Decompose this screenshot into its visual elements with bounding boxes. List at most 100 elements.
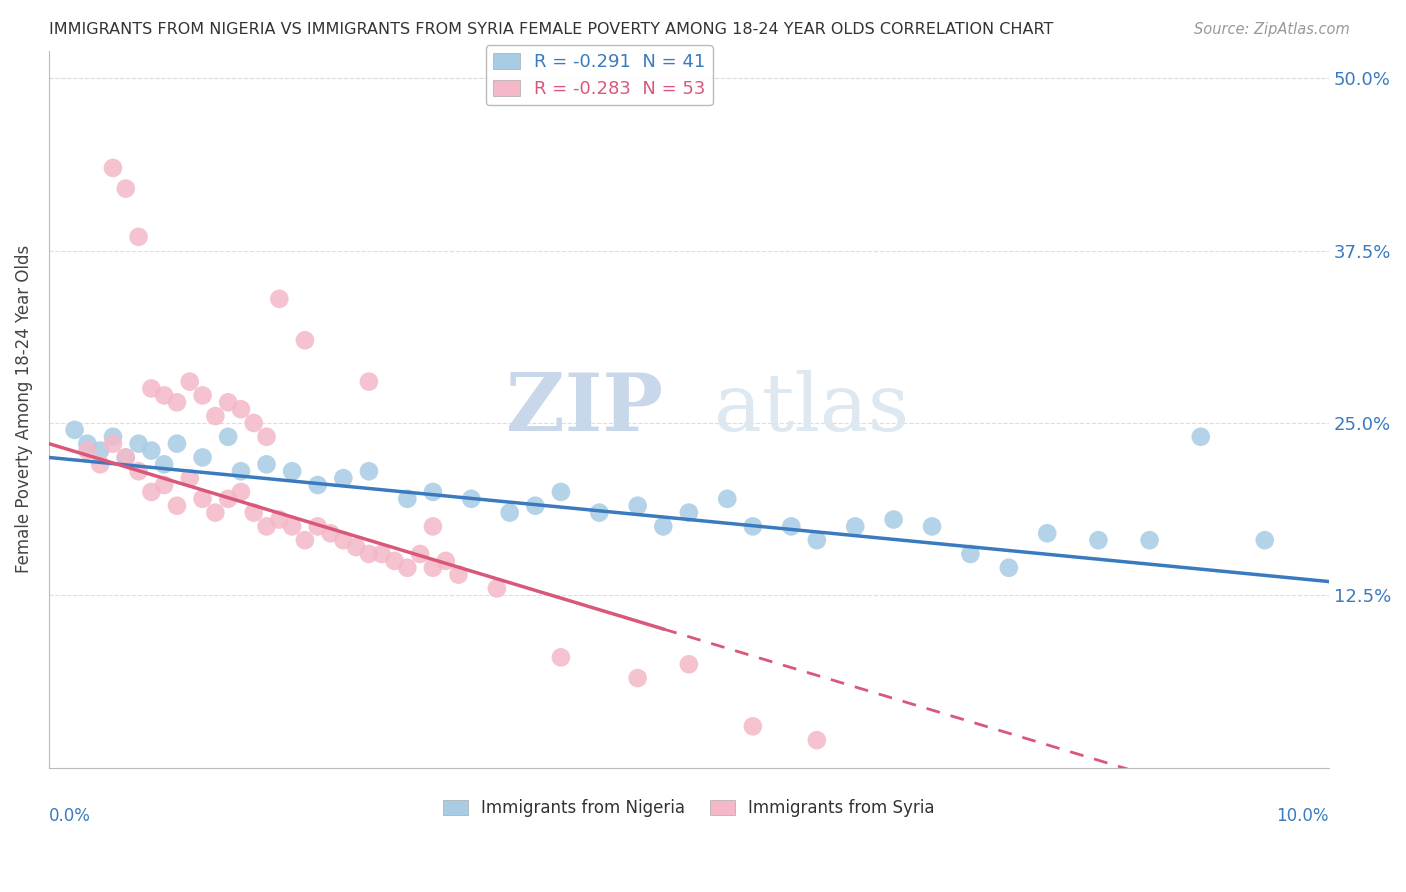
Point bbox=[204, 506, 226, 520]
Point bbox=[217, 491, 239, 506]
Point bbox=[524, 499, 547, 513]
Point bbox=[409, 547, 432, 561]
Point bbox=[422, 484, 444, 499]
Text: ZIP: ZIP bbox=[506, 370, 664, 448]
Point bbox=[63, 423, 86, 437]
Point bbox=[114, 181, 136, 195]
Point bbox=[191, 388, 214, 402]
Point bbox=[229, 484, 252, 499]
Point bbox=[166, 395, 188, 409]
Point bbox=[166, 436, 188, 450]
Point bbox=[1254, 533, 1277, 548]
Point bbox=[204, 409, 226, 423]
Point bbox=[229, 464, 252, 478]
Point bbox=[269, 512, 291, 526]
Point bbox=[627, 671, 650, 685]
Point bbox=[153, 458, 176, 472]
Point bbox=[1036, 526, 1059, 541]
Point bbox=[141, 443, 163, 458]
Point bbox=[179, 471, 201, 485]
Point bbox=[1139, 533, 1161, 548]
Point bbox=[422, 519, 444, 533]
Point bbox=[434, 554, 457, 568]
Point bbox=[921, 519, 943, 533]
Point bbox=[806, 533, 828, 548]
Text: 10.0%: 10.0% bbox=[1277, 807, 1329, 825]
Point bbox=[256, 458, 278, 472]
Point bbox=[384, 554, 406, 568]
Point bbox=[678, 506, 700, 520]
Point bbox=[550, 650, 572, 665]
Point bbox=[652, 519, 675, 533]
Legend: Immigrants from Nigeria, Immigrants from Syria: Immigrants from Nigeria, Immigrants from… bbox=[436, 793, 942, 824]
Point bbox=[357, 547, 380, 561]
Point bbox=[256, 430, 278, 444]
Point bbox=[242, 416, 264, 430]
Point bbox=[191, 491, 214, 506]
Point bbox=[370, 547, 392, 561]
Point bbox=[76, 436, 98, 450]
Point bbox=[229, 402, 252, 417]
Point bbox=[959, 547, 981, 561]
Point bbox=[217, 395, 239, 409]
Y-axis label: Female Poverty Among 18-24 Year Olds: Female Poverty Among 18-24 Year Olds bbox=[15, 245, 32, 574]
Point bbox=[114, 450, 136, 465]
Point bbox=[1087, 533, 1109, 548]
Point bbox=[741, 719, 763, 733]
Point bbox=[806, 733, 828, 747]
Point bbox=[76, 443, 98, 458]
Point bbox=[844, 519, 866, 533]
Point bbox=[627, 499, 650, 513]
Point bbox=[550, 484, 572, 499]
Point bbox=[780, 519, 803, 533]
Point bbox=[396, 561, 419, 575]
Point bbox=[153, 388, 176, 402]
Point bbox=[242, 506, 264, 520]
Point bbox=[128, 230, 150, 244]
Point bbox=[883, 512, 905, 526]
Point bbox=[128, 436, 150, 450]
Point bbox=[741, 519, 763, 533]
Point bbox=[307, 519, 329, 533]
Point bbox=[447, 567, 470, 582]
Point bbox=[1189, 430, 1212, 444]
Point bbox=[101, 161, 124, 175]
Text: 0.0%: 0.0% bbox=[49, 807, 91, 825]
Point bbox=[269, 292, 291, 306]
Point bbox=[396, 491, 419, 506]
Point bbox=[101, 436, 124, 450]
Text: atlas: atlas bbox=[714, 370, 910, 448]
Point bbox=[998, 561, 1021, 575]
Point bbox=[217, 430, 239, 444]
Point bbox=[141, 382, 163, 396]
Point bbox=[485, 582, 508, 596]
Point bbox=[357, 375, 380, 389]
Point bbox=[281, 464, 304, 478]
Point bbox=[89, 458, 111, 472]
Point bbox=[588, 506, 610, 520]
Point bbox=[678, 657, 700, 672]
Text: Source: ZipAtlas.com: Source: ZipAtlas.com bbox=[1194, 22, 1350, 37]
Point bbox=[114, 450, 136, 465]
Point bbox=[319, 526, 342, 541]
Point bbox=[281, 519, 304, 533]
Point bbox=[294, 333, 316, 347]
Point bbox=[332, 471, 354, 485]
Point bbox=[191, 450, 214, 465]
Point bbox=[153, 478, 176, 492]
Point bbox=[357, 464, 380, 478]
Point bbox=[101, 430, 124, 444]
Point bbox=[294, 533, 316, 548]
Point bbox=[716, 491, 738, 506]
Point bbox=[344, 540, 367, 554]
Point bbox=[422, 561, 444, 575]
Point bbox=[166, 499, 188, 513]
Point bbox=[332, 533, 354, 548]
Point bbox=[128, 464, 150, 478]
Point bbox=[179, 375, 201, 389]
Point bbox=[460, 491, 482, 506]
Point bbox=[141, 484, 163, 499]
Point bbox=[256, 519, 278, 533]
Text: IMMIGRANTS FROM NIGERIA VS IMMIGRANTS FROM SYRIA FEMALE POVERTY AMONG 18-24 YEAR: IMMIGRANTS FROM NIGERIA VS IMMIGRANTS FR… bbox=[49, 22, 1053, 37]
Point bbox=[89, 443, 111, 458]
